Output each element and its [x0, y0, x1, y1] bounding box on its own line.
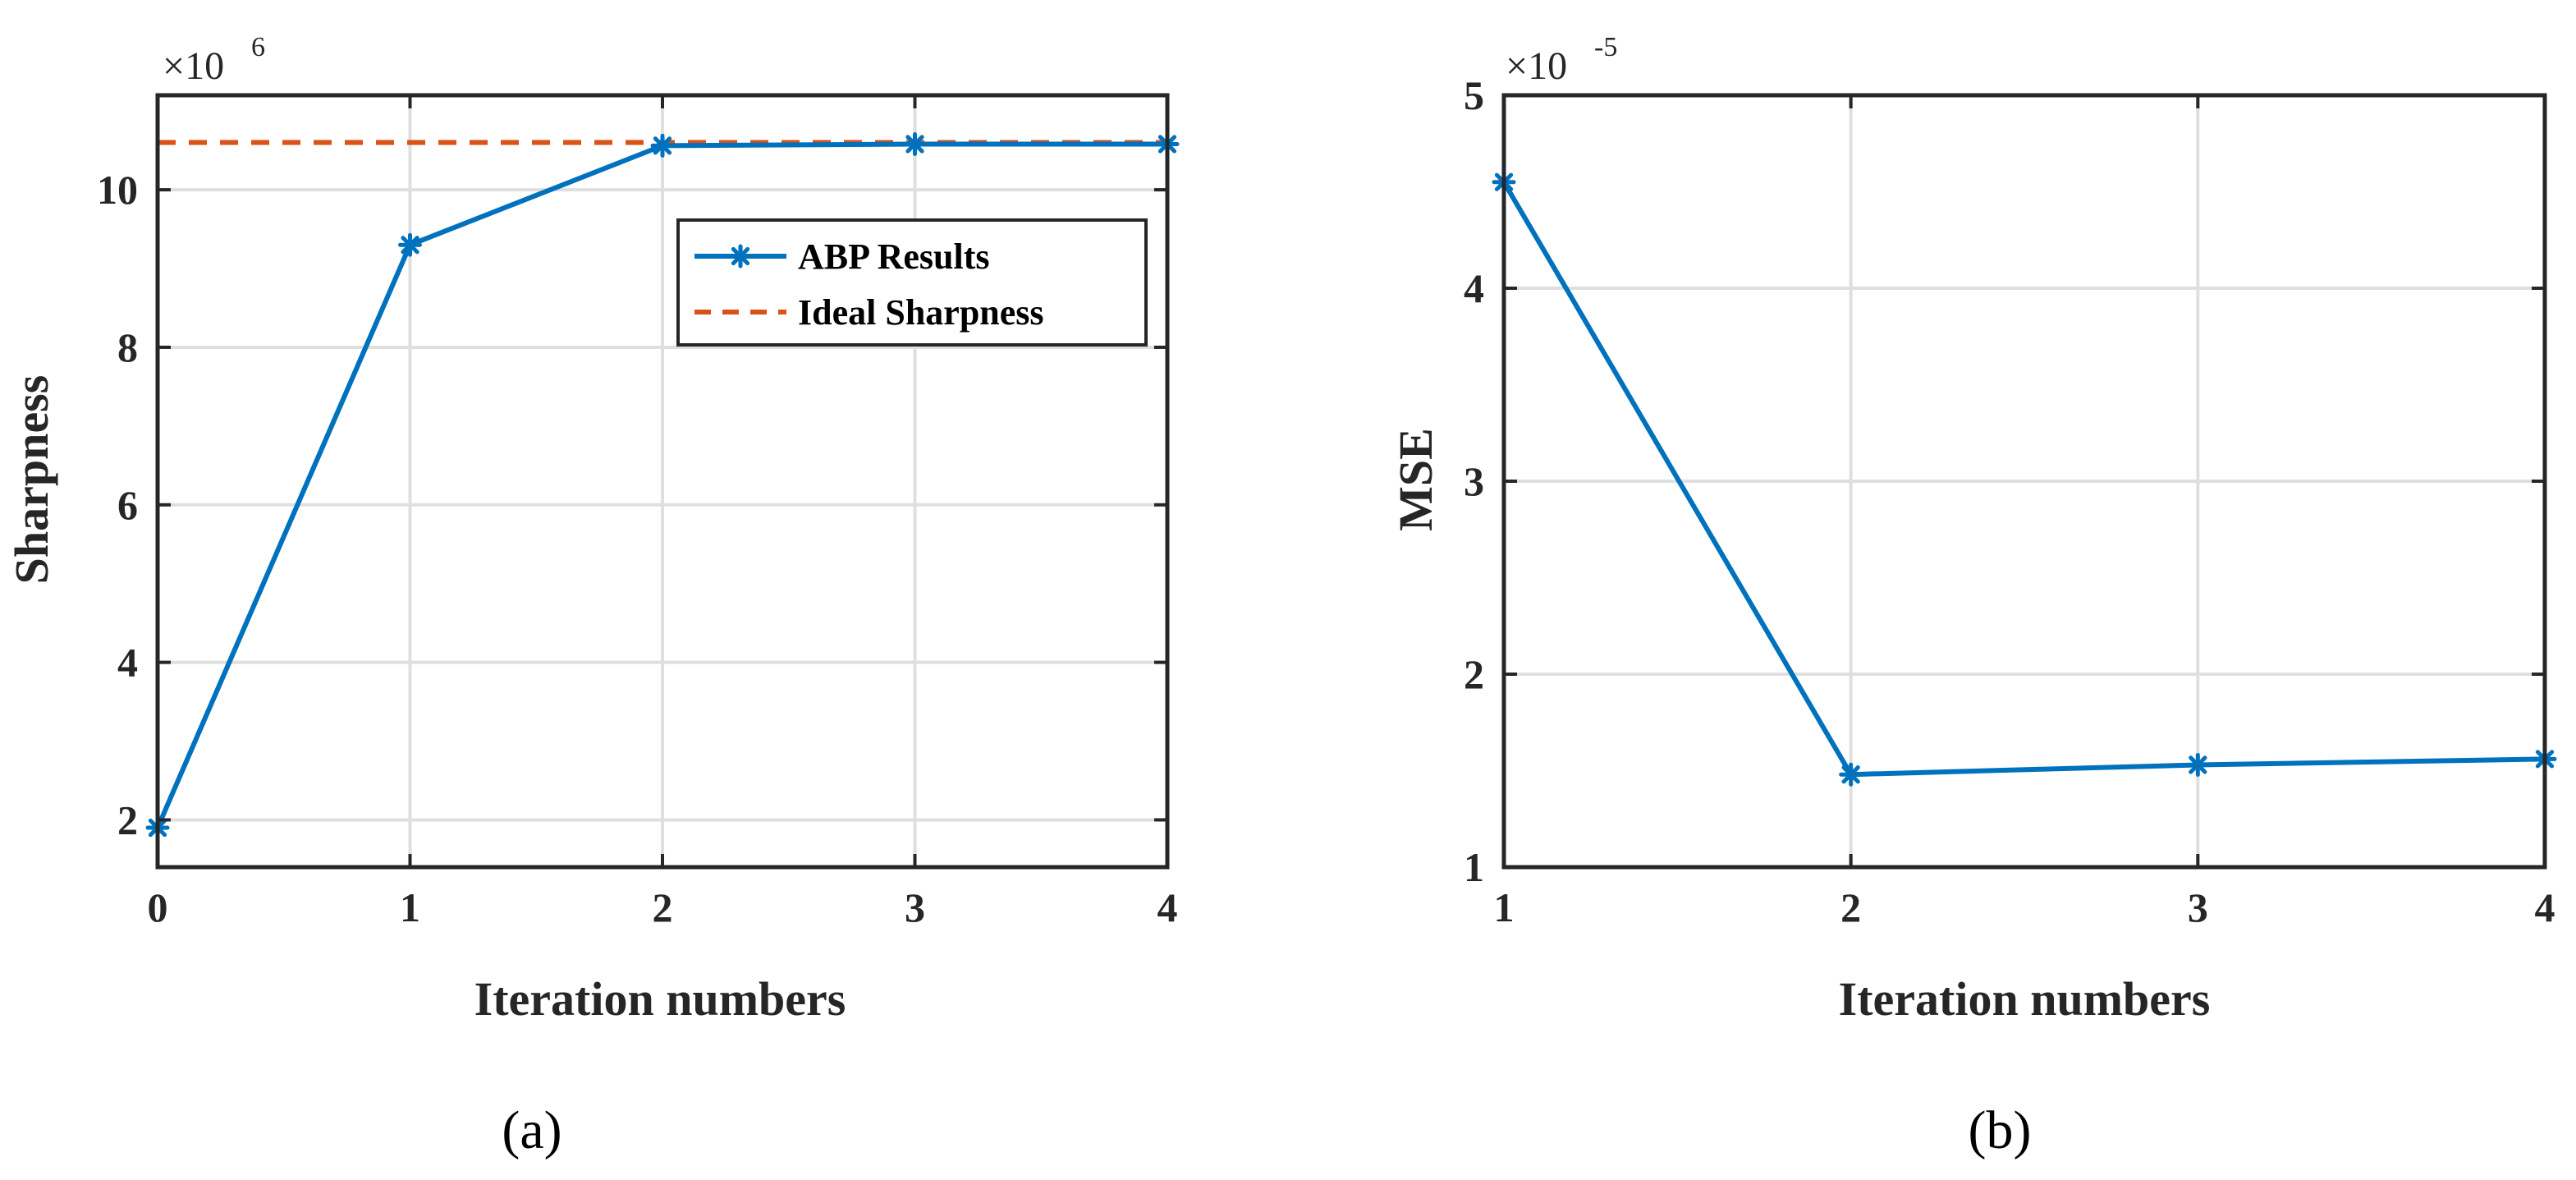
panel-b-caption: (b): [1969, 1100, 2032, 1160]
legend-abp-label: ABP Results: [798, 236, 989, 277]
panel-b-y-axis-label: MSE: [1389, 428, 1442, 531]
panel-a-y-tick-label: 2: [117, 797, 138, 843]
panel-a-y-axis-label: Sharpness: [5, 375, 58, 585]
panel-b-grid: [1504, 95, 2545, 867]
panel-b-y-tick-label: 1: [1464, 844, 1484, 890]
panel-b-y-tick-label: 3: [1464, 458, 1484, 504]
panel-b-multiplier-base: ×10: [1506, 44, 1567, 88]
panel-a-multiplier-base: ×10: [163, 44, 224, 88]
panel-b-x-tick-label: 2: [1840, 884, 1861, 930]
panel-b-y-tick-label: 4: [1464, 265, 1484, 311]
panel-b-y-tick-label: 2: [1464, 651, 1484, 697]
panel-b-data-point: [2185, 752, 2210, 777]
panel-b-x-tick-label: 3: [2188, 884, 2208, 930]
legend-abp-asterisk: [728, 244, 753, 269]
panel-b-multiplier: ×10 -5: [1506, 32, 1617, 88]
panel-a-x-tick-label: 1: [400, 884, 420, 930]
panel-b-x-axis-label: Iteration numbers: [1839, 972, 2211, 1026]
legend-ideal-label: Ideal Sharpness: [798, 292, 1044, 333]
panel-a-caption: (a): [502, 1100, 561, 1160]
panel-a-multiplier-exponent: 6: [251, 32, 265, 62]
panel-a-chart: 0 1 2 3 4 2 4 6 8 10 ×10 6 Iteration numbers Shar…: [5, 32, 1180, 1160]
panel-a-data-point: [903, 131, 927, 156]
panel-a-ticks: 0 1 2 3 4 2 4 6 8 10: [97, 95, 1178, 930]
panel-b-multiplier-exponent: -5: [1594, 32, 1617, 62]
panel-a-x-tick-label: 2: [653, 884, 673, 930]
panel-b-ticks: 1 2 3 4 1 2 3 4 5: [1464, 72, 2555, 930]
panel-a-x-axis-label: Iteration numbers: [474, 972, 846, 1026]
panel-a-y-tick-label: 6: [117, 482, 138, 528]
panel-a-y-tick-label: 10: [97, 167, 138, 213]
legend-box: [676, 218, 1148, 347]
panel-a-data-point: [650, 133, 675, 158]
legend-abp-marker: [728, 244, 753, 269]
panel-b-y-tick-label: 5: [1464, 72, 1484, 118]
panel-a-legend: ABP Results Ideal Sharpness: [676, 218, 1148, 347]
panel-b-x-tick-label: 1: [1494, 884, 1515, 930]
panel-b-series-line-main: [1501, 181, 2546, 778]
panel-a-y-tick-label: 8: [117, 324, 138, 370]
panel-a-x-tick-label: 4: [1157, 884, 1178, 930]
panel-b-series: [1492, 170, 2557, 787]
panel-a-data-point: [398, 232, 422, 257]
panel-a-multiplier: ×10 6: [163, 32, 265, 88]
panel-a-y-tick-label: 4: [117, 640, 138, 686]
panel-a-x-tick-label: 3: [905, 884, 925, 930]
panel-b-chart: 1 2 3 4 1 2 3 4 5 ×10 -5 Iteration numbers MSE (…: [1389, 32, 2557, 1160]
panel-b-x-tick-label: 4: [2535, 884, 2555, 930]
panel-a-x-tick-label: 0: [148, 884, 168, 930]
panel-b-data-point: [1839, 762, 1863, 787]
